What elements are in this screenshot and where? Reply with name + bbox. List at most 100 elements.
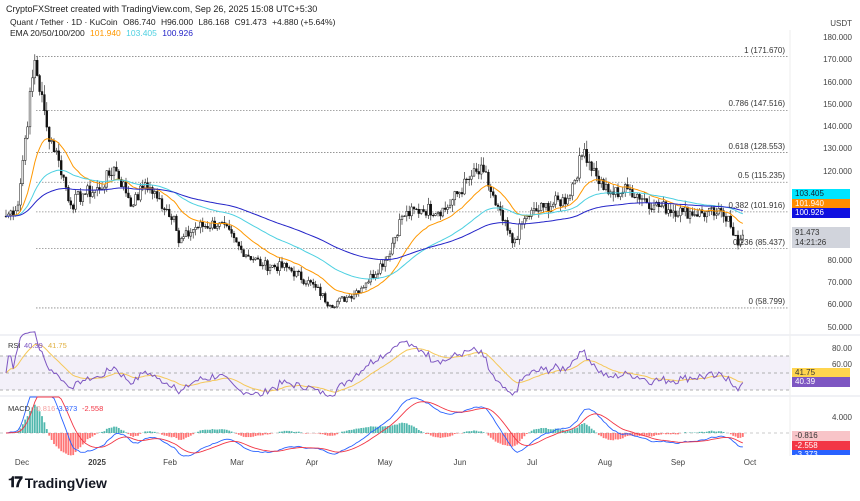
macd-line-value: -3.373 bbox=[56, 404, 78, 413]
macd-histogram-bar bbox=[672, 433, 675, 435]
candle-up bbox=[552, 203, 555, 207]
candle-up bbox=[16, 204, 20, 212]
symbol-label[interactable]: Quant / Tether · 1D · KuCoin bbox=[10, 17, 118, 27]
fib-level-label: 0.382 (101.916) bbox=[728, 200, 786, 210]
candle-up bbox=[643, 198, 646, 200]
macd-histogram-bar bbox=[477, 431, 480, 433]
candle-up bbox=[576, 177, 579, 181]
macd-histogram-bar bbox=[45, 429, 48, 433]
macd-histogram-bar bbox=[578, 425, 581, 433]
candle-up bbox=[434, 213, 437, 216]
candle-down bbox=[736, 234, 740, 246]
macd-histogram-bar bbox=[252, 433, 255, 437]
candle-down bbox=[69, 200, 72, 206]
macd-histogram-bar bbox=[187, 433, 190, 437]
macd-histogram-bar bbox=[93, 433, 96, 435]
macd-histogram-bar bbox=[182, 433, 185, 440]
macd-histogram-bar bbox=[281, 431, 283, 433]
candle-up bbox=[333, 306, 336, 308]
candle-down bbox=[547, 203, 550, 212]
macd-histogram-bar bbox=[605, 433, 607, 439]
macd-histogram-bar bbox=[425, 433, 427, 435]
candle-down bbox=[492, 191, 495, 196]
candle-down bbox=[127, 192, 130, 198]
macd-histogram-bar bbox=[741, 433, 744, 437]
macd-histogram-bar bbox=[710, 430, 713, 433]
ema100-value: 100.926 bbox=[162, 28, 193, 38]
candle-down bbox=[508, 230, 512, 234]
candle-up bbox=[19, 183, 22, 206]
ema-label[interactable]: EMA 20/50/100/200 bbox=[10, 28, 85, 38]
candle-up bbox=[386, 255, 389, 261]
date-tick: Apr bbox=[305, 458, 319, 467]
macd-signal-badge: -2.558 bbox=[792, 440, 850, 450]
candle-up bbox=[139, 185, 142, 201]
candle-up bbox=[583, 149, 586, 157]
fib-level-label: 0.5 (115.235) bbox=[738, 171, 785, 181]
candle-up bbox=[540, 202, 543, 211]
candle-down bbox=[580, 155, 584, 157]
rsi-value: 40.39 bbox=[24, 341, 43, 350]
last-price: 91.473 bbox=[795, 228, 820, 237]
candle-down bbox=[408, 211, 411, 217]
candle-down bbox=[79, 191, 82, 202]
candle-down bbox=[266, 260, 269, 271]
macd-histogram-bar bbox=[509, 433, 511, 447]
macd-histogram-bar bbox=[197, 431, 199, 433]
candle-up bbox=[403, 215, 406, 217]
candle-up bbox=[81, 193, 84, 202]
candle-up bbox=[261, 264, 264, 267]
macd-histogram-bar bbox=[324, 433, 327, 435]
price-tick: 160.000 bbox=[823, 77, 852, 87]
candle-up bbox=[336, 301, 339, 308]
candle-down bbox=[141, 185, 144, 188]
candle-up bbox=[369, 273, 372, 283]
tradingview-logo[interactable]: 𝟏𝟕 TradingView bbox=[8, 474, 107, 491]
candle-up bbox=[132, 204, 135, 207]
candle-up bbox=[348, 296, 351, 298]
macd-histogram-bar bbox=[439, 433, 442, 438]
price-badge: 91.473 14:21:26 bbox=[792, 227, 850, 248]
candle-down bbox=[304, 283, 308, 285]
macd-tick: 4.000 bbox=[831, 413, 852, 422]
candle-down bbox=[129, 197, 132, 207]
candle-up bbox=[211, 220, 214, 229]
candle-down bbox=[616, 187, 620, 197]
price-tick: 150.000 bbox=[823, 99, 852, 109]
macd-histogram-bar bbox=[617, 433, 619, 440]
candle-down bbox=[177, 230, 180, 244]
candle-up bbox=[134, 194, 137, 206]
macd-histogram-bar bbox=[557, 428, 559, 433]
candle-down bbox=[331, 304, 334, 308]
macd-histogram-bar bbox=[732, 433, 735, 436]
candle-up bbox=[676, 215, 680, 217]
macd-histogram-bar bbox=[501, 433, 504, 445]
macd-histogram-bar bbox=[326, 433, 329, 436]
macd-histogram-bar bbox=[245, 433, 247, 438]
macd-signal-value: -2.558 bbox=[82, 404, 104, 413]
macd-histogram-bar bbox=[530, 430, 533, 433]
candle-down bbox=[477, 171, 480, 175]
macd-histogram-bar bbox=[62, 433, 65, 453]
macd-label[interactable]: MACD bbox=[8, 404, 31, 413]
macd-histogram-bar bbox=[129, 433, 132, 437]
macd-histogram-bar bbox=[494, 433, 497, 442]
macd-histogram-bar bbox=[621, 433, 624, 439]
macd-histogram-bar bbox=[110, 427, 113, 433]
macd-histogram-bar bbox=[33, 404, 36, 433]
macd-histogram-bar bbox=[518, 433, 521, 442]
rsi-label[interactable]: RSI bbox=[8, 341, 21, 350]
macd-histogram-bar bbox=[593, 430, 595, 433]
macd-histogram-bar bbox=[345, 430, 348, 433]
candle-up bbox=[388, 253, 392, 257]
candle-up bbox=[189, 232, 192, 237]
macd-histogram-bar bbox=[609, 433, 612, 441]
candle-down bbox=[415, 208, 418, 210]
candle-down bbox=[168, 208, 171, 217]
candle-up bbox=[220, 222, 224, 224]
candle-down bbox=[187, 230, 190, 237]
candle-up bbox=[451, 199, 454, 206]
candle-down bbox=[297, 270, 300, 273]
candle-up bbox=[112, 166, 116, 176]
